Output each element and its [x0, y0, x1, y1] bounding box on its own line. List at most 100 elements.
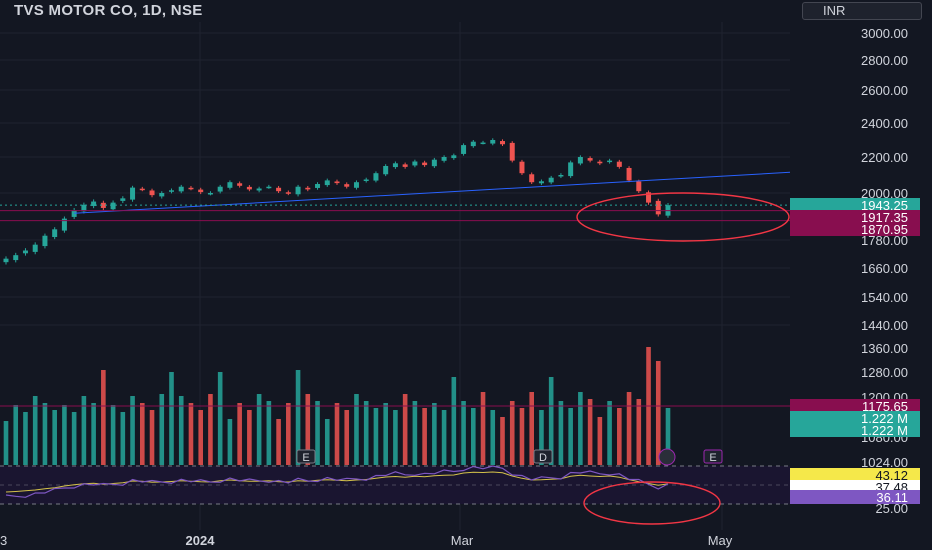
- candle-body: [538, 181, 544, 184]
- candle-body: [217, 186, 223, 192]
- candle-body: [597, 161, 603, 164]
- candle-body: [509, 142, 515, 161]
- price-axis-tick: 2600.00: [861, 83, 908, 98]
- volume-bar: [626, 392, 632, 465]
- candle-body: [373, 173, 379, 181]
- candle-body: [480, 142, 486, 145]
- candle-body: [568, 162, 574, 177]
- candle-body: [587, 158, 593, 161]
- volume-bar: [500, 417, 505, 465]
- candle-body: [100, 202, 106, 208]
- volume-bar: [276, 419, 281, 465]
- candle-body: [159, 193, 165, 197]
- volume-bar: [237, 403, 242, 465]
- volume-bar: [305, 394, 311, 465]
- candle-body: [636, 181, 642, 192]
- volume-bar: [539, 410, 544, 465]
- candle-body: [334, 181, 340, 184]
- time-axis-label: 3: [0, 533, 7, 548]
- volume-bar: [120, 412, 126, 465]
- candle-body: [71, 210, 77, 217]
- volume-bars: [3, 347, 671, 465]
- volume-bar: [101, 370, 106, 465]
- volume-bar: [110, 405, 116, 465]
- badge-volume-level: 1175.65: [862, 399, 908, 414]
- symbol-title[interactable]: TVS MOTOR CO, 1D, NSE: [14, 2, 203, 19]
- volume-bar: [217, 372, 223, 465]
- event-marker-2: [533, 449, 553, 464]
- volume-bar: [441, 410, 447, 465]
- price-axis-tick: 1280.00: [861, 365, 908, 380]
- volume-bar: [354, 394, 359, 465]
- volume-bar: [383, 403, 388, 465]
- candle-body: [315, 184, 321, 188]
- candle-body: [344, 184, 350, 187]
- candle-body: [470, 141, 476, 147]
- badge-volume-2-bg: [790, 423, 920, 437]
- event-marker-label: E: [709, 452, 716, 464]
- candle-body: [32, 244, 38, 252]
- candle-body: [188, 187, 194, 190]
- candle-body: [22, 250, 28, 254]
- candle-body: [363, 179, 369, 181]
- volume-bar: [52, 410, 57, 465]
- candle-body: [266, 186, 272, 189]
- price-axis-tick: 1780.00: [861, 233, 908, 248]
- candle-body: [169, 190, 174, 192]
- candles: [3, 138, 671, 265]
- volume-bar: [295, 370, 301, 465]
- volume-bar: [529, 392, 535, 465]
- badge-volume-1: 1.222 M: [861, 411, 908, 426]
- candle-body: [52, 229, 58, 238]
- volume-bar: [393, 410, 398, 465]
- event-marker-label: D: [539, 452, 547, 464]
- volume-bar: [363, 401, 369, 465]
- volume-bar: [587, 399, 593, 465]
- price-axis-tick: 1024.00: [861, 455, 908, 470]
- price-axis-tick: 1660.00: [861, 261, 908, 276]
- volume-bar: [451, 377, 457, 465]
- candle-body: [110, 202, 116, 210]
- candle-body: [422, 162, 428, 166]
- volume-bar: [402, 394, 408, 465]
- badge-rsi-1-bg: [790, 468, 920, 482]
- badge-volume-2: 1.222 M: [861, 423, 908, 438]
- volume-bar: [470, 408, 476, 465]
- candle-body: [198, 189, 204, 193]
- time-axis-label: May: [708, 533, 733, 548]
- volume-bar: [139, 403, 145, 465]
- candle-body: [461, 145, 467, 154]
- candle-body: [646, 192, 652, 203]
- volume-bar: [519, 408, 525, 465]
- volume-bar: [617, 408, 622, 465]
- volume-bar: [548, 377, 554, 465]
- candle-body: [178, 186, 184, 192]
- badge-price-level-1-bg: [790, 210, 920, 224]
- currency-button[interactable]: INR: [802, 2, 922, 20]
- candle-body: [256, 188, 262, 191]
- candle-body: [130, 187, 136, 200]
- volume-bar: [373, 408, 379, 465]
- time-axis-label: Mar: [451, 533, 474, 548]
- volume-bar: [578, 392, 583, 465]
- candle-body: [227, 182, 233, 188]
- volume-bar: [315, 401, 320, 465]
- volume-bar: [3, 421, 9, 465]
- candle-body: [626, 167, 632, 181]
- volume-bar: [597, 417, 603, 465]
- candle-body: [139, 188, 145, 191]
- volume-bar: [480, 392, 486, 465]
- price-axis-tick: 25.00: [875, 501, 908, 516]
- candle-body: [120, 198, 126, 201]
- volume-bar: [178, 396, 184, 465]
- annotation-ellipse-price: [576, 192, 790, 242]
- volume-bar: [636, 399, 642, 465]
- volume-bar: [81, 396, 87, 465]
- rsi-line: [5, 465, 669, 498]
- candle-body: [353, 182, 359, 188]
- volume-bar: [432, 403, 437, 465]
- volume-bar: [461, 401, 466, 465]
- candle-body: [412, 161, 418, 166]
- volume-bar: [198, 410, 204, 465]
